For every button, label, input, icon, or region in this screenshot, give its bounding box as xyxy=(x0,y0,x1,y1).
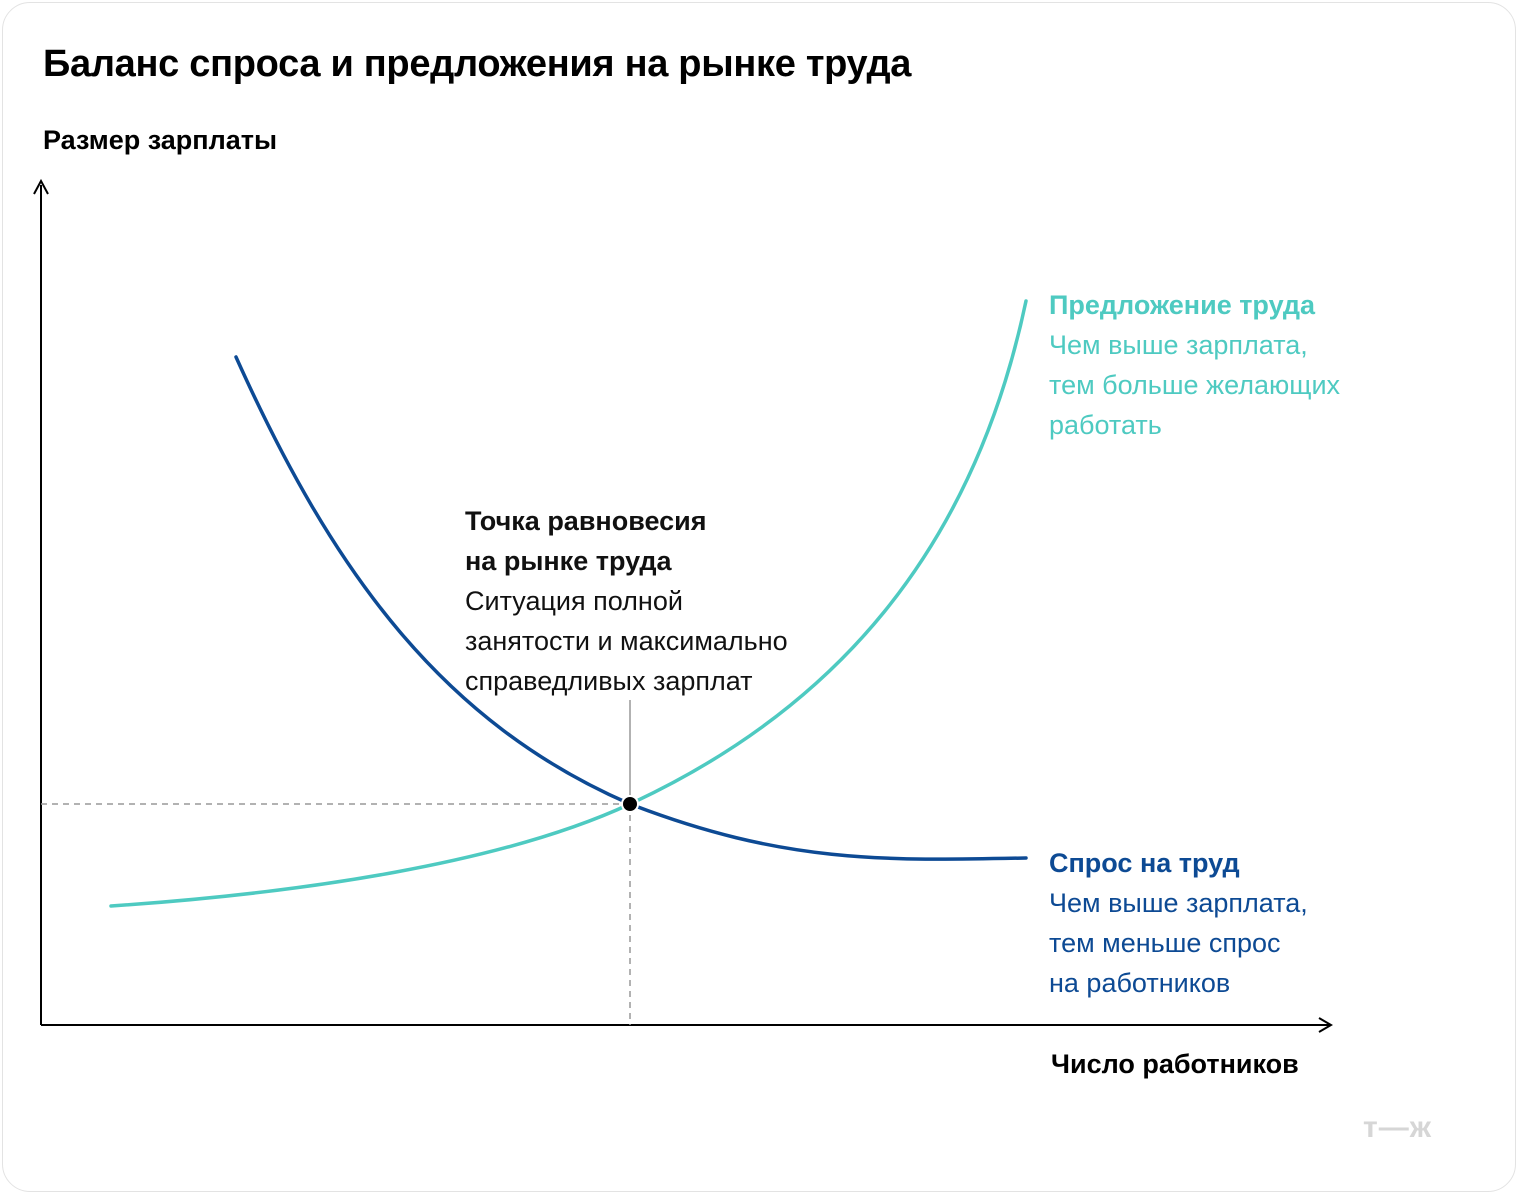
demand-line-1: Чем выше зарплата, xyxy=(1049,888,1308,918)
equilibrium-label: Точка равновесия на рынке труда Ситуация… xyxy=(465,501,788,701)
supply-heading: Предложение труда xyxy=(1049,290,1316,320)
demand-curve xyxy=(234,355,1028,861)
equilibrium-heading-2: на рынке труда xyxy=(465,546,672,576)
tj-logo: т—ж xyxy=(1363,1111,1432,1144)
equilibrium-line-1: Ситуация полной xyxy=(465,586,683,616)
equilibrium-line-3: справедливых зарплат xyxy=(465,666,753,696)
chart-title: Баланс спроса и предложения на рынке тру… xyxy=(43,43,912,85)
equilibrium-point xyxy=(621,795,639,813)
x-axis-arrow xyxy=(1318,1017,1333,1033)
supply-line-1: Чем выше зарплата, xyxy=(1049,330,1308,360)
equilibrium-line-2: занятости и максимально xyxy=(465,626,788,656)
supply-line-2: тем больше желающих xyxy=(1049,370,1341,400)
equilibrium-heading-1: Точка равновесия xyxy=(465,506,707,536)
y-axis-label: Размер зарплаты xyxy=(43,125,278,155)
demand-heading: Спрос на труд xyxy=(1049,848,1240,878)
demand-line-2: тем меньше спрос xyxy=(1049,928,1281,958)
x-axis-label: Число работников xyxy=(1051,1049,1299,1079)
y-axis-arrow xyxy=(33,178,49,195)
supply-line-3: работать xyxy=(1049,410,1162,440)
demand-line-3: на работников xyxy=(1049,968,1231,998)
chart-svg xyxy=(33,178,1333,1033)
supply-label: Предложение труда Чем выше зарплата, тем… xyxy=(1049,285,1340,445)
supply-curve xyxy=(109,299,1028,908)
demand-label: Спрос на труд Чем выше зарплата, тем мен… xyxy=(1049,843,1308,1003)
